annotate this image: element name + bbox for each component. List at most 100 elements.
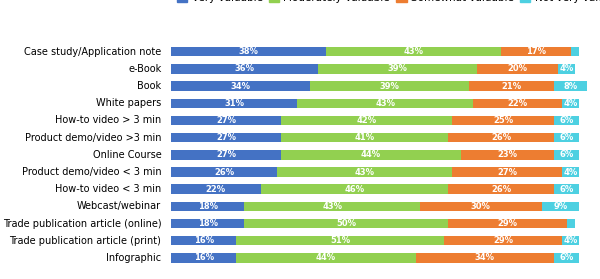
Text: 27%: 27% — [497, 167, 517, 177]
Text: 43%: 43% — [322, 202, 342, 211]
Bar — [171, 133, 281, 142]
Text: 34%: 34% — [475, 253, 495, 263]
Bar — [244, 219, 448, 228]
Text: 29%: 29% — [497, 219, 517, 228]
Bar — [461, 150, 554, 160]
Text: 50%: 50% — [337, 219, 356, 228]
Bar — [448, 133, 554, 142]
Text: 4%: 4% — [563, 99, 578, 108]
Text: 23%: 23% — [497, 150, 517, 159]
Bar — [562, 167, 579, 177]
Bar — [298, 98, 473, 108]
Bar — [448, 219, 566, 228]
Text: 39%: 39% — [388, 64, 407, 73]
Bar — [477, 64, 559, 74]
Text: 22%: 22% — [508, 99, 527, 108]
Bar — [571, 47, 579, 57]
Text: 4%: 4% — [563, 236, 578, 245]
Bar — [281, 150, 461, 160]
Bar — [559, 64, 575, 74]
Text: 6%: 6% — [559, 185, 574, 194]
Text: 4%: 4% — [563, 167, 578, 177]
Text: 31%: 31% — [224, 99, 244, 108]
Bar — [244, 202, 420, 211]
Bar — [416, 253, 554, 263]
Text: 29%: 29% — [493, 236, 514, 245]
Bar — [171, 150, 281, 160]
Text: 27%: 27% — [216, 150, 236, 159]
Bar — [501, 47, 571, 57]
Bar — [420, 202, 542, 211]
Text: 39%: 39% — [379, 82, 399, 91]
Text: 43%: 43% — [375, 99, 395, 108]
Text: 46%: 46% — [344, 185, 365, 194]
Bar — [281, 133, 448, 142]
Bar — [554, 116, 579, 125]
Bar — [473, 98, 562, 108]
Text: 38%: 38% — [239, 47, 259, 56]
Bar — [542, 202, 579, 211]
Text: 44%: 44% — [361, 150, 381, 159]
Bar — [261, 184, 448, 194]
Text: 16%: 16% — [194, 253, 214, 263]
Bar — [452, 116, 554, 125]
Bar — [171, 236, 236, 246]
Bar — [236, 236, 444, 246]
Bar — [171, 202, 244, 211]
Text: 25%: 25% — [493, 116, 514, 125]
Text: 4%: 4% — [559, 64, 574, 73]
Bar — [171, 253, 236, 263]
Text: 20%: 20% — [508, 64, 527, 73]
Text: 51%: 51% — [330, 236, 350, 245]
Text: 26%: 26% — [214, 167, 234, 177]
Bar — [318, 64, 477, 74]
Text: 21%: 21% — [502, 82, 521, 91]
Bar — [171, 81, 310, 91]
Text: 34%: 34% — [230, 82, 250, 91]
Bar — [444, 236, 562, 246]
Bar — [452, 167, 562, 177]
Bar — [171, 47, 326, 57]
Text: 44%: 44% — [316, 253, 336, 263]
Bar — [448, 184, 554, 194]
Bar — [171, 219, 244, 228]
Text: 17%: 17% — [526, 47, 546, 56]
Bar — [326, 47, 501, 57]
Text: 26%: 26% — [491, 133, 511, 142]
Text: 6%: 6% — [559, 150, 574, 159]
Bar — [554, 184, 579, 194]
Bar — [277, 167, 452, 177]
Bar — [562, 236, 579, 246]
Bar — [554, 253, 579, 263]
Text: 27%: 27% — [216, 116, 236, 125]
Bar — [566, 219, 575, 228]
Bar — [554, 81, 587, 91]
Text: 43%: 43% — [355, 167, 374, 177]
Bar — [171, 98, 298, 108]
Bar — [171, 167, 277, 177]
Text: 42%: 42% — [356, 116, 377, 125]
Text: 41%: 41% — [355, 133, 375, 142]
Text: 22%: 22% — [206, 185, 226, 194]
Text: 36%: 36% — [235, 64, 254, 73]
Text: 6%: 6% — [559, 133, 574, 142]
Text: 16%: 16% — [194, 236, 214, 245]
Bar — [469, 81, 554, 91]
Text: 26%: 26% — [491, 185, 511, 194]
Text: 30%: 30% — [471, 202, 491, 211]
Bar — [554, 133, 579, 142]
Bar — [310, 81, 469, 91]
Bar — [171, 116, 281, 125]
Text: 6%: 6% — [559, 253, 574, 263]
Text: 8%: 8% — [563, 82, 578, 91]
Legend: Very valuable, Moderately Valuable, Somewhat valuable, Not very valuable: Very valuable, Moderately Valuable, Some… — [173, 0, 600, 8]
Bar — [554, 150, 579, 160]
Bar — [281, 116, 452, 125]
Bar — [236, 253, 416, 263]
Text: 9%: 9% — [553, 202, 568, 211]
Text: 6%: 6% — [559, 116, 574, 125]
Text: 27%: 27% — [216, 133, 236, 142]
Bar — [562, 98, 579, 108]
Text: 18%: 18% — [197, 202, 218, 211]
Bar — [171, 184, 261, 194]
